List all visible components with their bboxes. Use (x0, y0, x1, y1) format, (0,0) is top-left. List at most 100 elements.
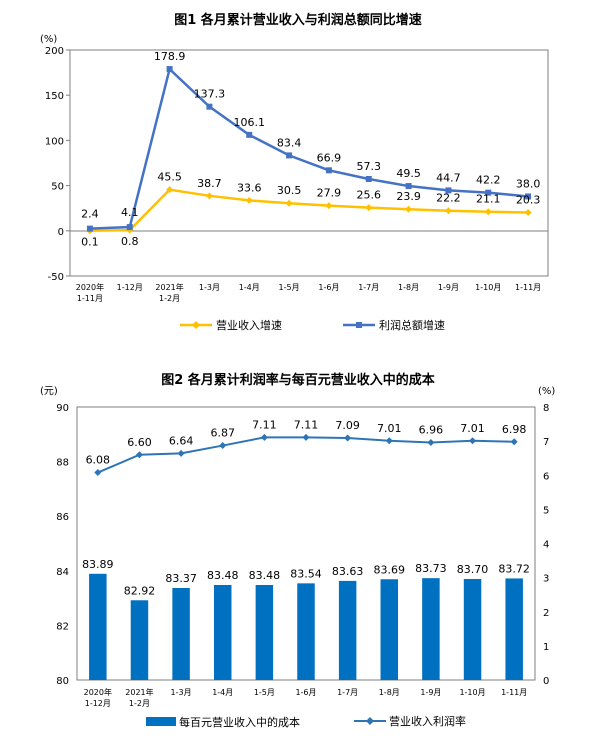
chart-2-y2-tick-label: 8 (543, 403, 549, 414)
chart-1-point-revenue (325, 202, 333, 210)
chart-1-data-label-profit: 57.3 (357, 160, 382, 173)
chart-1-legend: 营业收入增速 利润总额增速 (180, 318, 445, 332)
legend-marker-margin (366, 717, 374, 725)
chart-2-data-label-line: 6.87 (210, 427, 235, 440)
chart-2-x-tick-label: 1-9月 (420, 688, 441, 697)
chart-1-point-profit (405, 183, 412, 190)
chart-1-point-profit (445, 187, 452, 194)
chart-1-x-categories: 2020年 1-11月 1-12月 2021年 1-2月 1-3月 1-4月 1-5月 1-6月… (76, 282, 541, 303)
chart-2-x-categories: 2020年 1-12月 2021年 1-2月 1-3月 1-4月 1-5月 1-6月 1-7月 1… (84, 687, 528, 708)
chart-2-bar (338, 580, 357, 680)
chart-2-bar (297, 583, 315, 680)
chart-1-x-tick-label: 1-11月 (515, 283, 541, 292)
chart-2-bar (89, 573, 107, 680)
chart-2-y-tick-label: 90 (56, 403, 69, 414)
chart-2-x-tick-label: 1-8月 (379, 688, 400, 697)
chart-2-data-label-line: 6.08 (86, 454, 111, 467)
chart-2-x-tick-label: 2021年 (125, 687, 153, 697)
chart-1-point-profit (286, 152, 293, 159)
chart-1-data-label-profit: 38.0 (516, 177, 541, 190)
chart-2-y2-tick-label: 3 (543, 574, 549, 585)
chart-1-data-label-profit: 66.9 (317, 151, 342, 164)
chart-2-data-label-line: 6.60 (127, 436, 152, 449)
chart-2-data-label-bar: 83.63 (332, 565, 364, 578)
chart-1-x-tick-label: 1-8月 (398, 283, 419, 292)
chart-2-y-axis-label: (元) (40, 386, 58, 397)
chart-2-title: 图2 各月累计利润率与每百元营业收入中的成本 (161, 372, 435, 388)
chart-1-x-tick-label: 1-3月 (199, 283, 220, 292)
chart-2-bar (422, 578, 440, 680)
chart-1-x-tick-label: 1-10月 (475, 283, 501, 292)
chart-1-plot-frame (69, 49, 549, 277)
legend-marker-revenue (192, 321, 200, 329)
chart-2-y-tick-label: 84 (56, 567, 69, 578)
chart-2-y2-tick-label: 2 (543, 608, 549, 619)
chart-1-point-revenue (365, 204, 373, 212)
chart-2-x-tick-label: 1-11月 (501, 688, 527, 697)
chart-2-x-tick-label: 1-4月 (212, 688, 233, 697)
chart-2-y2-tick-label: 4 (543, 540, 549, 551)
chart-1-data-label-revenue: 38.7 (197, 177, 222, 190)
chart-1-point-profit (166, 66, 173, 73)
chart-2-bars: 83.89 82.92 83.37 83.48 83.48 83.54 83.63 83.69… (82, 558, 530, 680)
chart-2-x-tick-label: 1-6月 (295, 688, 316, 697)
chart-2-x-tick-label: 1-3月 (171, 688, 192, 697)
chart-2-data-label-line: 7.11 (294, 418, 319, 431)
chart-2-x-tick-label: 1-10月 (459, 688, 485, 697)
chart-2-data-label-line: 7.09 (335, 419, 360, 432)
chart-1-data-label-revenue: 25.6 (357, 189, 382, 202)
chart-1-data-label-revenue: 20.3 (516, 193, 541, 206)
chart-2-y2-tick-label: 1 (543, 642, 549, 653)
chart-1-point-revenue (166, 186, 174, 194)
chart-1-data-label-revenue: 21.1 (476, 193, 501, 206)
chart-1-y-tick-label: 0 (58, 227, 64, 238)
chart-1-x-tick-label: 1-12月 (117, 283, 143, 292)
chart-2-y2-tick-label: 5 (543, 505, 549, 516)
chart-2-y-ticks: 80 82 84 86 88 90 (56, 403, 69, 687)
chart-1-title: 图1 各月累计营业收入与利润总额同比增速 (174, 12, 422, 28)
chart-1-data-label-profit: 42.2 (476, 174, 501, 187)
chart-1-data-label-profit: 83.4 (277, 136, 302, 149)
chart-2-data-label-bar: 83.54 (290, 567, 322, 580)
chart-2-y-tick-label: 80 (56, 676, 69, 687)
chart-2-data-label-line: 6.64 (169, 434, 194, 447)
chart-1-data-label-profit: 106.1 (234, 116, 266, 129)
chart-2-point-margin (469, 437, 477, 445)
chart-2-y-tick-label: 82 (56, 621, 69, 632)
chart-1-point-profit (365, 176, 372, 183)
chart-1-point-profit (206, 103, 213, 110)
chart-2-y2-tick-label: 6 (543, 471, 549, 482)
chart-1-data-label-profit: 49.5 (396, 167, 421, 180)
chart-2: 图2 各月累计利润率与每百元营业收入中的成本 (元) (%) 808284868… (40, 372, 555, 729)
chart-1-series (86, 66, 532, 235)
chart-1-data-label-revenue: 33.6 (237, 181, 262, 194)
chart-1-x-tick-label: 1-9月 (438, 283, 459, 292)
chart-1-y-tick-label: -50 (48, 272, 64, 283)
chart-2-bar (213, 584, 232, 680)
chart-2-point-margin (135, 451, 143, 459)
chart-2-point-margin (219, 442, 227, 450)
chart-1-data-label-profit: 44.7 (436, 171, 461, 184)
chart-1-x-tick-label: 1-4月 (239, 283, 260, 292)
chart-2-data-label-bar: 83.70 (457, 563, 489, 576)
chart-1-point-profit (86, 225, 93, 232)
legend-label-margin: 营业收入利润率 (389, 714, 466, 728)
chart-1-point-profit (525, 193, 532, 200)
chart-2-point-margin (94, 469, 102, 477)
chart-1-point-revenue (524, 208, 532, 216)
chart-1-x-tick-label: 1-2月 (159, 294, 180, 303)
chart-2-point-margin (260, 433, 268, 441)
chart-1: 图1 各月累计营业收入与利润总额同比增速 (%) -50 0 50 100 150 200… (40, 12, 549, 332)
chart-1-data-label-profit: 137.3 (194, 88, 226, 101)
legend-marker-profit (356, 322, 362, 328)
chart-2-data-label-bar: 83.48 (249, 569, 281, 582)
chart-2-point-margin (302, 433, 310, 441)
legend-label-cost: 每百元营业收入中的成本 (179, 715, 300, 729)
chart-2-x-tick-label: 1-5月 (254, 688, 275, 697)
chart-2-data-label-bar: 83.69 (374, 563, 406, 576)
chart-1-point-revenue (405, 205, 413, 213)
chart-1-line-profit (89, 66, 529, 230)
chart-1-point-revenue (444, 207, 452, 215)
chart-2-line-series: 6.08 6.60 6.64 6.87 7.11 7.11 7.09 7.01 6.96 7.01… (86, 418, 526, 477)
